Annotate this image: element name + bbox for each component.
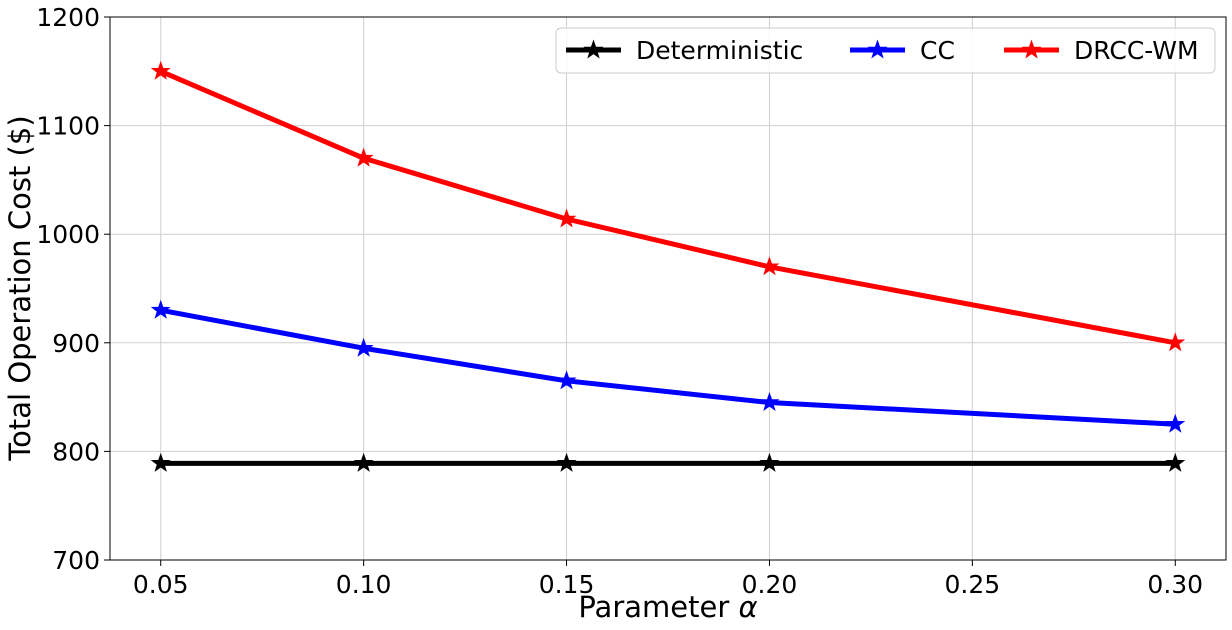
data-point-cc <box>556 370 577 390</box>
x-axis-title-text: Parameter <box>578 590 738 624</box>
series-drcc-wm <box>150 60 1186 352</box>
data-point-deterministic <box>759 452 780 472</box>
series-cc <box>150 299 1186 433</box>
data-point-drcc-wm <box>556 208 577 228</box>
legend-marker-deterministic <box>583 39 604 59</box>
x-tick-label: 0.25 <box>945 570 1001 599</box>
x-tick-label: 0.20 <box>742 570 798 599</box>
legend: Deterministic CC DRCC-WM <box>555 27 1216 74</box>
x-axis-title-symbol: α <box>738 590 757 624</box>
y-tick-label: 1200 <box>36 3 100 32</box>
legend-marker-cc <box>867 39 888 59</box>
legend-entry-cc: CC <box>850 36 955 65</box>
y-tick-label: 900 <box>52 329 100 358</box>
legend-marker-drcc-wm <box>1021 39 1042 59</box>
data-point-drcc-wm <box>150 60 171 80</box>
data-point-cc <box>353 337 374 357</box>
x-tick-label: 0.15 <box>539 570 595 599</box>
data-point-drcc-wm <box>353 147 374 167</box>
series-line-cc <box>160 307 1176 427</box>
data-point-cc <box>759 392 780 412</box>
grid <box>110 16 1226 561</box>
x-axis-title: Parameter α <box>578 590 757 624</box>
data-point-deterministic <box>353 452 374 472</box>
legend-label-cc: CC <box>920 36 955 65</box>
x-tick-label: 0.10 <box>336 570 392 599</box>
data-point-cc <box>1165 413 1186 433</box>
y-tick-label: 700 <box>52 546 100 575</box>
legend-label-drcc-wm: DRCC-WM <box>1074 36 1199 65</box>
series-line-drcc-wm <box>159 69 1176 346</box>
y-axis-title: Total Operation Cost ($) <box>3 115 37 461</box>
data-point-drcc-wm <box>1165 332 1186 352</box>
data-point-cc <box>150 299 171 319</box>
legend-entry-drcc-wm: DRCC-WM <box>1004 36 1199 65</box>
x-tick-label: 0.05 <box>133 570 189 599</box>
series-deterministic <box>150 452 1186 472</box>
ticks: 0.05 0.10 0.15 0.20 0.25 0.30 700 800 900 1000 110… <box>36 3 1203 599</box>
data-point-deterministic <box>1165 452 1186 472</box>
legend-label-deterministic: Deterministic <box>636 36 803 65</box>
data-point-drcc-wm <box>759 256 780 276</box>
y-tick-label: 1000 <box>36 220 100 249</box>
data-point-deterministic <box>556 452 577 472</box>
data-point-deterministic <box>150 452 171 472</box>
plot-frame <box>109 16 1227 561</box>
x-tick-label: 0.30 <box>1147 570 1203 599</box>
y-tick-label: 800 <box>52 437 100 466</box>
series-group <box>150 60 1186 472</box>
y-tick-label: 1100 <box>36 112 100 141</box>
legend-entry-deterministic: Deterministic <box>566 36 803 65</box>
